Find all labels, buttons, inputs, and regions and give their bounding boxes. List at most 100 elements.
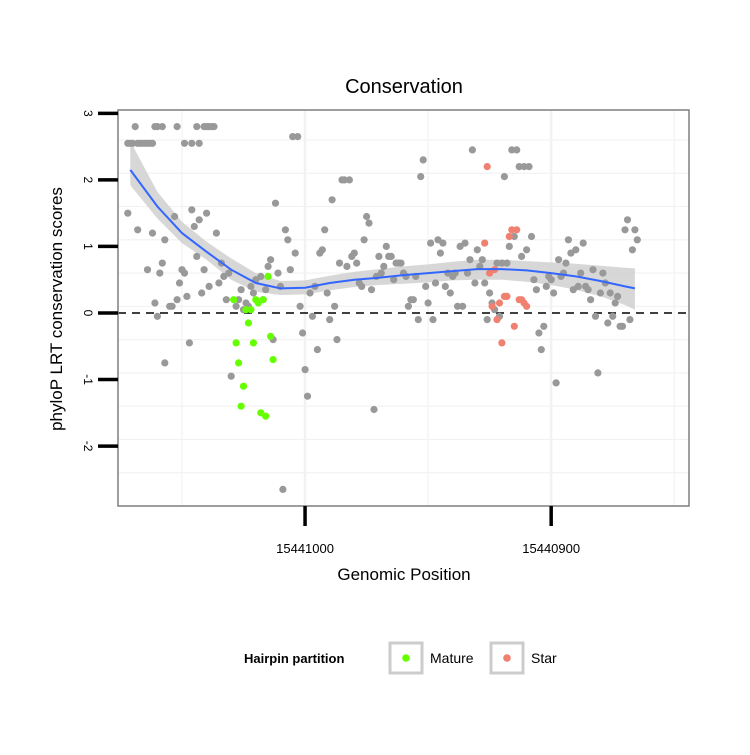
confidence-band-layer: [130, 141, 635, 310]
data-point-star: [495, 299, 504, 307]
data-point-other: [340, 176, 348, 184]
data-point-other: [313, 346, 321, 354]
data-point-other: [466, 256, 474, 264]
data-point-other: [505, 242, 513, 250]
y-tick-label: -2: [81, 441, 95, 452]
data-point-other: [510, 232, 518, 241]
data-point-other: [247, 282, 255, 290]
data-point-other: [173, 123, 181, 131]
data-point-other: [225, 269, 233, 277]
data-point-other: [237, 286, 245, 294]
data-point-star: [523, 302, 531, 310]
data-point-other: [358, 282, 366, 290]
data-point-other: [148, 139, 157, 147]
data-point-other: [591, 312, 600, 320]
data-point-other: [564, 236, 573, 244]
data-point-other: [473, 246, 481, 254]
data-point-other: [459, 302, 467, 310]
data-point-other: [486, 289, 494, 297]
y-tick-label: 1: [81, 243, 95, 250]
y-tick-label: 0: [81, 310, 95, 317]
data-point-mature: [230, 296, 238, 304]
data-point-other: [550, 289, 558, 297]
data-point-other: [540, 322, 548, 330]
data-point-other: [427, 239, 435, 247]
data-point-star: [505, 232, 513, 241]
y-tick-label: 2: [81, 177, 95, 184]
data-point-other: [343, 262, 351, 270]
data-point-other: [195, 139, 203, 147]
data-point-other: [596, 289, 605, 297]
data-point-other: [222, 296, 230, 304]
data-point-mature: [232, 339, 240, 347]
data-point-other: [264, 262, 272, 270]
data-point-other: [478, 256, 486, 264]
x-axis-label: Genomic Position: [337, 565, 470, 584]
data-point-other: [323, 289, 331, 297]
data-point-other: [173, 296, 181, 304]
data-point-other: [441, 282, 449, 290]
data-point-other: [350, 249, 358, 257]
data-point-other: [422, 282, 430, 290]
data-point-other: [424, 299, 432, 307]
data-point-other: [631, 226, 639, 234]
data-point-mature: [262, 412, 270, 420]
data-point-other: [552, 379, 560, 387]
data-point-other: [555, 256, 563, 264]
y-axis-label: phyloP LRT conservation scores: [47, 187, 66, 431]
data-point-other: [618, 322, 627, 330]
data-point-mature: [247, 306, 255, 314]
data-point-other: [294, 133, 302, 141]
data-point-other: [626, 316, 634, 324]
data-point-other: [249, 289, 257, 297]
data-point-other: [532, 286, 541, 294]
data-point-other: [188, 206, 196, 214]
data-point-other: [523, 246, 531, 254]
data-point-star: [510, 322, 518, 330]
data-point-other: [193, 252, 201, 260]
data-point-other: [271, 199, 280, 207]
data-point-other: [589, 266, 597, 274]
data-point-other: [151, 299, 159, 307]
data-point-other: [562, 259, 570, 267]
data-point-other: [185, 339, 193, 347]
data-point-other: [303, 392, 312, 400]
data-point-other: [134, 226, 142, 234]
data-point-other: [518, 252, 526, 260]
chart-title: Conservation: [345, 76, 463, 98]
data-point-other: [599, 269, 607, 277]
data-point-other: [148, 229, 157, 237]
data-point-other: [587, 296, 595, 304]
data-point-other: [180, 269, 189, 277]
data-point-other: [299, 329, 307, 337]
data-point-other: [274, 269, 282, 277]
data-point-star: [513, 226, 521, 234]
data-point-other: [547, 276, 555, 284]
data-point-other: [215, 279, 223, 287]
legend-point-star: [503, 654, 511, 662]
data-point-mature: [249, 339, 257, 347]
smooth-line: [129, 169, 636, 290]
data-point-other: [574, 282, 582, 290]
plot-panel-border: [117, 109, 690, 507]
data-point-other: [262, 286, 270, 294]
data-point-other: [281, 226, 289, 234]
data-point-mature: [244, 319, 252, 327]
data-point-other: [431, 279, 440, 287]
data-point-other: [153, 312, 161, 320]
data-point-mature: [239, 382, 248, 390]
data-point-other: [370, 405, 378, 414]
data-point-star: [481, 239, 489, 247]
data-point-other: [257, 272, 265, 280]
data-point-other: [513, 146, 521, 154]
data-point-other: [380, 262, 388, 270]
data-point-other: [525, 163, 533, 171]
data-point-other: [633, 236, 641, 244]
data-point-other: [363, 212, 371, 221]
data-point-other: [542, 282, 550, 290]
data-point-other: [483, 316, 491, 324]
data-point-other: [158, 259, 166, 267]
data-point-other: [306, 289, 314, 297]
